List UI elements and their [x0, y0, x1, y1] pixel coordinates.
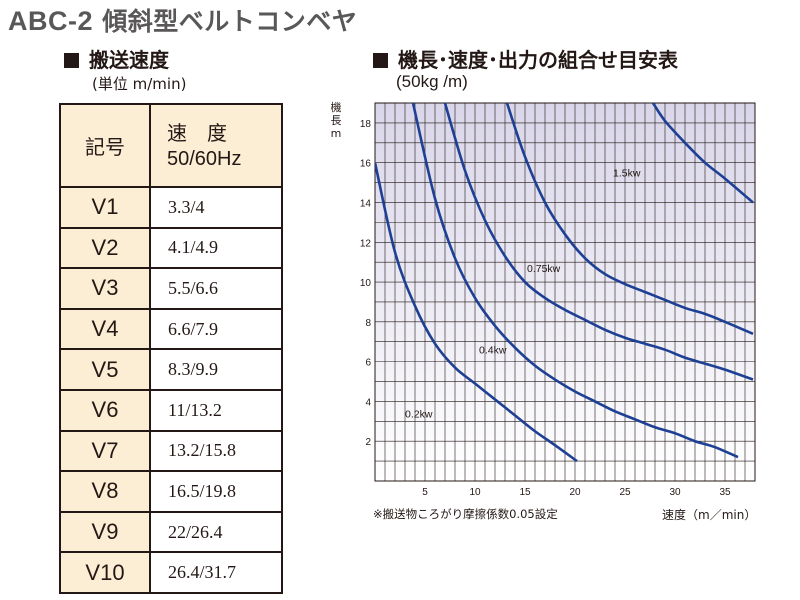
row-speed: 13.2/15.8: [150, 430, 282, 473]
series-line: [411, 103, 739, 459]
x-tick-label: 35: [719, 487, 731, 498]
page-title: ABC-2 傾斜型ベルトコンベヤ: [8, 2, 357, 38]
table-header-row: 記号 速 度 50/60Hz: [60, 104, 282, 188]
x-tick-label: 25: [619, 487, 631, 498]
table-row: V7 13.2/15.8: [60, 430, 282, 473]
chart-heading-text: 機長･速度･出力の組合せ目安表: [398, 48, 678, 72]
row-symbol: V4: [60, 308, 151, 351]
row-symbol: V8: [60, 471, 151, 513]
curve-label: 0.4kw: [479, 345, 507, 357]
y-tick-label: 10: [360, 278, 372, 289]
row-symbol: V9: [60, 511, 151, 554]
y-tick-label: 8: [365, 318, 371, 329]
row-symbol: V1: [60, 187, 151, 229]
series-line: [443, 103, 754, 381]
chart-subheading: (50kg /m): [396, 72, 468, 91]
row-speed: 5.5/6.6: [150, 268, 282, 310]
table-row: V1 3.3/4: [60, 187, 282, 229]
row-speed: 26.4/31.7: [168, 562, 237, 583]
y-tick-label: 6: [365, 358, 371, 369]
header-speed: 速 度 50/60Hz: [150, 104, 282, 188]
y-tick-label: 12: [360, 238, 372, 249]
y-tick-label: 2: [365, 437, 371, 448]
x-tick-label: 10: [469, 487, 481, 498]
series-line: [375, 162, 578, 463]
table-row: V4 6.6/7.9: [60, 308, 282, 351]
y-tick-label: 18: [360, 119, 372, 130]
chart-section-heading: 機長･速度･出力の組合せ目安表: [373, 44, 678, 73]
row-speed: 6.6/7.9: [150, 308, 282, 351]
row-speed: 22/26.4: [150, 511, 282, 554]
table-row: V9 22/26.4: [60, 511, 282, 554]
series-line: [651, 103, 754, 204]
table-row: V10 26.4/31.7: [60, 552, 282, 593]
y-axis-label-char: 機: [331, 100, 342, 114]
series-line: [505, 103, 754, 335]
row-symbol: V7: [60, 430, 151, 473]
plot-frame: [374, 102, 756, 482]
x-tick-label: 5: [422, 487, 428, 498]
y-tick-label: 4: [365, 397, 371, 408]
title-model: ABC-2: [8, 6, 94, 36]
row-symbol: V6: [60, 389, 151, 432]
curves-group: [375, 103, 754, 463]
x-tick-label: 30: [669, 487, 681, 498]
row-symbol: V3: [60, 268, 151, 310]
y-tick-label: 14: [360, 198, 372, 209]
y-tick-label: 16: [360, 159, 372, 170]
row-speed: 16.5/19.8: [150, 471, 282, 513]
speed-heading-text: 搬送速度: [89, 48, 169, 72]
row-symbol: V2: [60, 227, 151, 270]
table-row: V3 5.5/6.6: [60, 268, 282, 310]
title-name: 傾斜型ベルトコンベヤ: [102, 7, 358, 36]
header-speed-frequency: 50/60Hz: [167, 147, 242, 170]
square-bullet-icon: [373, 53, 388, 68]
chart: 5 10 15 20 25 30 35 2 4 6 8 10 12 14 16 18 機長m 0.2kw 0.4kw…: [331, 100, 756, 498]
row-speed: 3.3/4: [150, 187, 282, 229]
table-row: V8 16.5/19.8: [60, 471, 282, 513]
row-symbol: V10: [60, 552, 151, 593]
speed-unit-note: (単位 m/min): [92, 75, 187, 93]
speed-section-heading: 搬送速度: [64, 44, 169, 73]
x-tick-label: 20: [569, 487, 581, 498]
table-row: V2 4.1/4.9: [60, 227, 282, 270]
y-axis-label-char: m: [331, 127, 342, 140]
row-speed: 11/13.2: [150, 389, 282, 432]
curve-label: 0.2kw: [405, 408, 433, 420]
square-bullet-icon: [64, 53, 79, 68]
y-axis-label-char: 長: [331, 114, 342, 127]
x-tick-label: 15: [519, 487, 531, 498]
header-symbol: 記号: [60, 104, 151, 188]
curve-label: 1.5kw: [613, 168, 641, 180]
table-row: V6 11/13.2: [60, 389, 282, 432]
chart-footnote: ※搬送物ころがり摩擦係数0.05設定: [373, 507, 558, 521]
row-speed: 8.3/9.9: [150, 349, 282, 391]
row-symbol: V5: [60, 349, 151, 391]
x-axis-label: 速度（m／min）: [662, 508, 757, 522]
header-speed-label: 速 度: [167, 120, 227, 145]
curve-label: 0.75kw: [527, 263, 561, 275]
speed-table: 記号 速 度 50/60Hz V1 3.3/4 V2 4.1/4.9 V3 5.5/6.6…: [59, 103, 283, 594]
row-speed: 4.1/4.9: [150, 227, 282, 270]
table-row: V5 8.3/9.9: [60, 349, 282, 391]
